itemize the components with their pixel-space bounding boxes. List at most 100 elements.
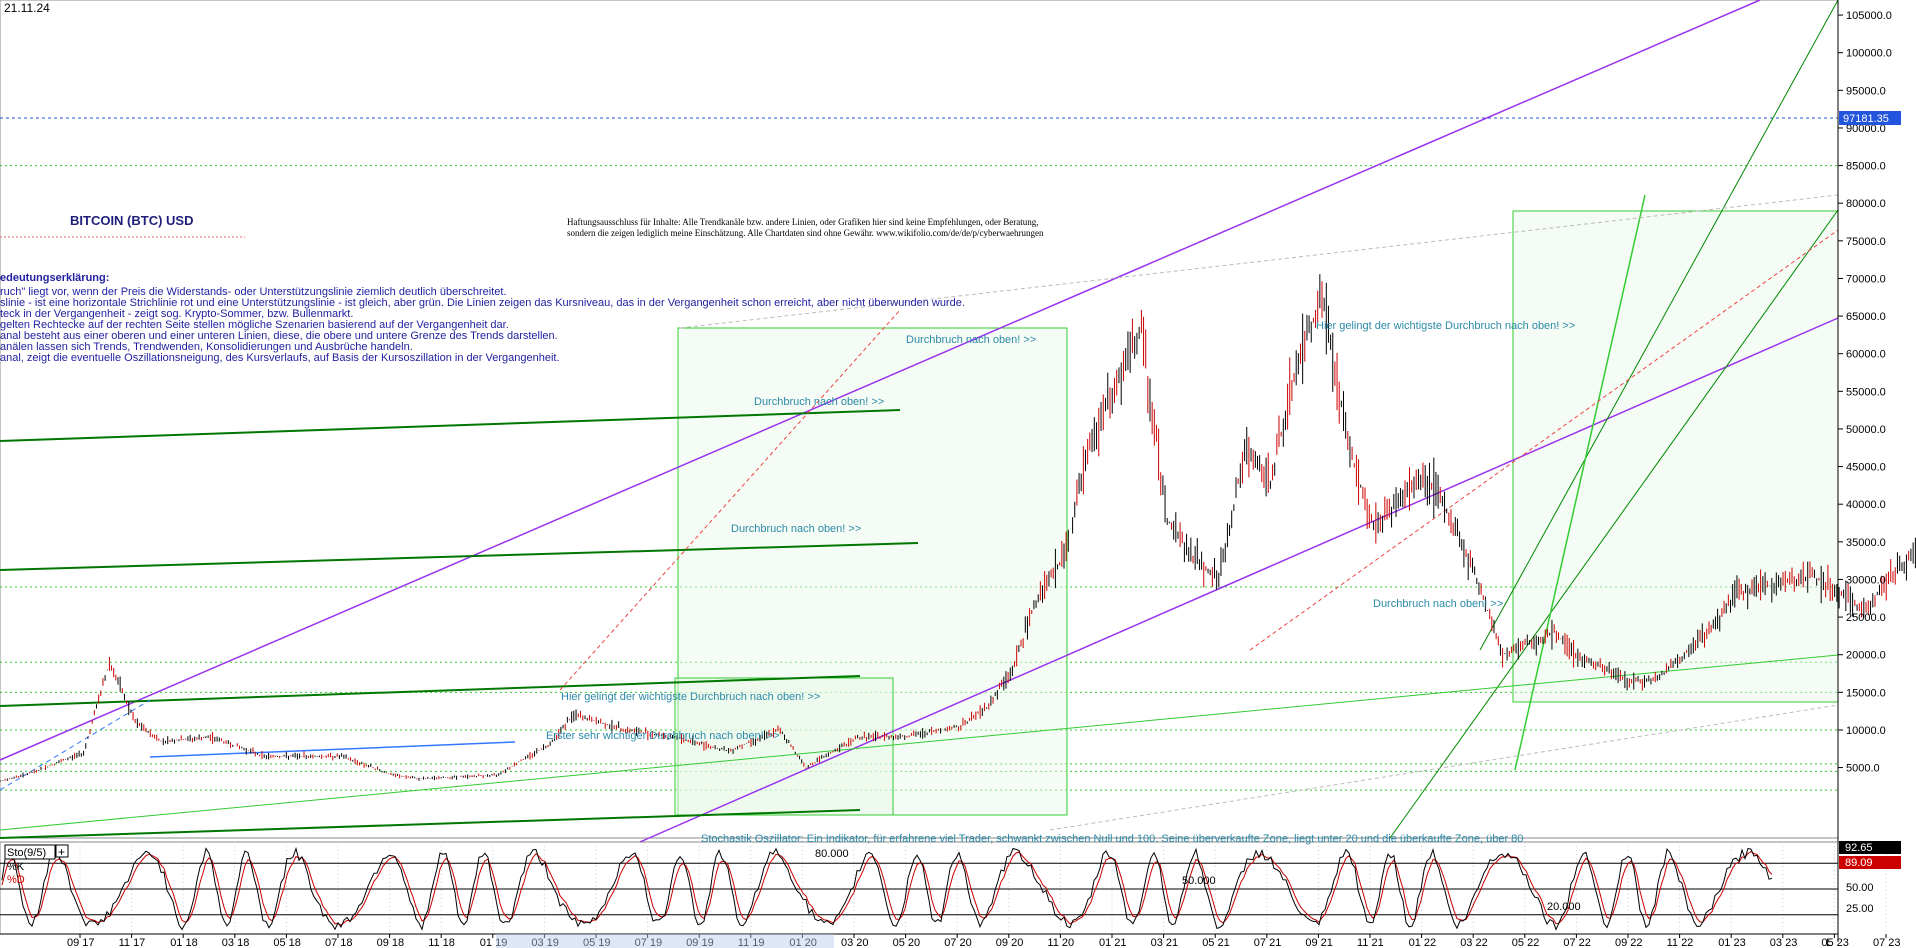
- indicator-pane: [0, 841, 1839, 935]
- trend-line: [559, 309, 901, 691]
- x-tick-label: 01 18: [170, 937, 198, 948]
- x-tick-label: 07 19: [635, 937, 663, 948]
- x-tick-label: 05 21: [1202, 937, 1230, 948]
- trend-line: [639, 317, 1839, 843]
- trend-line: [0, 409, 901, 442]
- current-price-badge: [1839, 111, 1901, 125]
- trend-line: [679, 194, 1839, 329]
- x-tick-label: 05 18: [273, 937, 301, 948]
- trend-lines: [0, 0, 1839, 843]
- x-tick-label: 11 19: [738, 937, 765, 948]
- svg-text:+: +: [58, 845, 65, 859]
- y-tick-label: 40000.0: [1846, 499, 1886, 511]
- y-tick-label: 45000.0: [1846, 462, 1886, 474]
- level-80-label: 80.000: [815, 848, 849, 860]
- level-20-label: 20.000: [1547, 901, 1581, 913]
- x-tick-label: 07 18: [325, 937, 353, 948]
- indicator-d-label: %D: [7, 874, 25, 886]
- indicator-add-button[interactable]: [55, 844, 69, 858]
- x-tick-label: 11 18: [428, 937, 455, 948]
- x-tick-label: 05 22: [1512, 937, 1540, 948]
- x-tick-label: 09 22: [1615, 937, 1643, 948]
- axis-highlight: [496, 934, 834, 948]
- y-tick-label: 75000.0: [1846, 236, 1886, 248]
- trend-line: [1249, 229, 1839, 651]
- x-tick-label: 11 21: [1357, 937, 1384, 948]
- legend-line: slinie - ist eine horizontale Strichlini…: [0, 297, 965, 309]
- chart-title: BITCOIN (BTC) USD: [70, 213, 194, 228]
- y-tick-label: 50000.0: [1846, 424, 1886, 436]
- annotation-breakout: Durchbruch nach oben! >>: [754, 396, 884, 408]
- x-tick-label: 11 22: [1667, 937, 1694, 948]
- y-axis: 110000.0105000.0100000.095000.090000.085…: [1837, 0, 1892, 942]
- trend-line: [1389, 209, 1839, 839]
- x-tick-label: 03 21: [1151, 937, 1179, 948]
- x-tick-label: 07 23: [1873, 937, 1901, 948]
- annotation-breakout: Durchbruch nach oben! >>: [906, 334, 1036, 346]
- y-tick-label: 10000.0: [1846, 725, 1886, 737]
- trend-line: [0, 675, 861, 707]
- x-tick-label: 01 21: [1099, 937, 1127, 948]
- legend-line: anal besteht aus einer oberen und einer …: [0, 330, 558, 342]
- trend-line: [0, 809, 861, 839]
- trend-line: [0, 0, 1761, 761]
- x-tick-label: 03 20: [841, 937, 869, 948]
- level-50-label: 50.000: [1182, 875, 1216, 887]
- indicator-k-label: %K: [7, 861, 25, 873]
- k-value-badge: [1839, 841, 1901, 854]
- trend-line: [0, 542, 919, 571]
- d-value-badge: [1839, 856, 1901, 869]
- x-tick-label: 09 18: [377, 937, 405, 948]
- x-tick-label: 11 20: [1047, 937, 1074, 948]
- trend-line: [1514, 194, 1646, 771]
- y-tick-label: 95000.0: [1846, 85, 1886, 97]
- annotation-breakout: Hier gelingt der wichtigste Durchbruch n…: [561, 691, 820, 703]
- trend-line: [1479, 0, 1839, 651]
- grid-lines: [0, 117, 1887, 934]
- current-price-label: 97181.35: [1843, 113, 1889, 125]
- stochastic-oscillator: [0, 846, 1838, 931]
- scenario-rectangles: [674, 210, 1839, 816]
- legend-line: anälen lassen sich Trends, Trendwenden, …: [0, 341, 413, 353]
- y-tick-label: 15000.0: [1846, 687, 1886, 699]
- legend-line: gelten Rechtecke auf der rechten Seite s…: [0, 319, 509, 331]
- x-tick-label: 05 23: [1821, 937, 1849, 948]
- y-tick-label: 5000.0: [1846, 763, 1880, 775]
- x-tick-label: 01 19: [480, 937, 508, 948]
- price-candles: [0, 274, 1916, 782]
- x-tick-label: 01 23: [1718, 937, 1746, 948]
- y-tick-label: 90000.0: [1846, 123, 1886, 135]
- stoch-k-line: [1, 846, 1773, 931]
- y-tick-label: 85000.0: [1846, 161, 1886, 173]
- annotation-breakout: Hier gelingt der wichtigste Durchbruch n…: [1316, 320, 1575, 332]
- indicator-name: Sto(9/5): [7, 847, 46, 859]
- scenario-rect-2021: [677, 327, 1068, 816]
- x-tick-label: 07 22: [1563, 937, 1591, 948]
- x-tick-label: L: [1826, 937, 1832, 948]
- x-tick-label: 07 20: [944, 937, 972, 948]
- x-tick-label: 07 21: [1254, 937, 1282, 948]
- y-tick-label: 55000.0: [1846, 386, 1886, 398]
- trend-line-blue: [149, 741, 516, 758]
- y-tick-label: 70000.0: [1846, 273, 1886, 285]
- legend-line: teck in der Vergangenheit - zeigt sog. K…: [0, 308, 353, 320]
- stoch-d-line: [1, 851, 1773, 926]
- y-tick-label: 60000.0: [1846, 349, 1886, 361]
- x-tick-label: 03 22: [1460, 937, 1488, 948]
- x-tick-label: 09 19: [686, 937, 714, 948]
- legend-line: anal, zeigt die eventuelle Oszillationsn…: [0, 352, 560, 364]
- y-tick-label: 30000.0: [1846, 574, 1886, 586]
- x-tick-label: 05 19: [583, 937, 611, 948]
- disclaimer-line-2: sondern die zeigen lediglich meine Einsc…: [567, 228, 1044, 238]
- stochastic-note: Stochastik Oszillator: Ein Indikator, fü…: [701, 833, 1523, 845]
- scenario-rect-2024: [1512, 210, 1839, 703]
- indicator-axis-50: 50.00: [1846, 882, 1874, 894]
- y-tick-label: 65000.0: [1846, 311, 1886, 323]
- y-tick-label: 35000.0: [1846, 537, 1886, 549]
- x-tick-label: 01 22: [1409, 937, 1437, 948]
- x-tick-label: 09 20: [996, 937, 1024, 948]
- x-tick-label: 11 17: [119, 937, 146, 948]
- legend-line: ruch" liegt vor, wenn der Preis die Wide…: [0, 286, 506, 298]
- y-tick-label: 100000.0: [1846, 48, 1892, 60]
